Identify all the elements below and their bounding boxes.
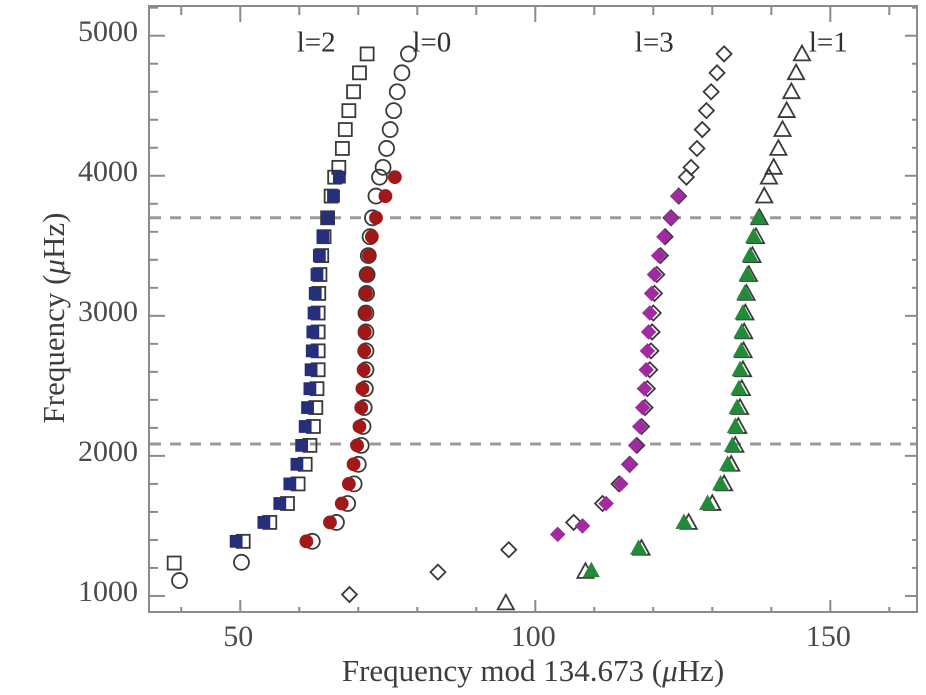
y-tick-label-2000: 2000 [78,434,138,468]
x-tick-label-50: 50 [223,620,254,653]
y-tick-label-1000: 1000 [78,574,138,608]
series-l-2-model [229,170,346,548]
plot-canvas [150,7,916,611]
reference-lines [150,216,916,446]
series-l-1-model [582,208,767,578]
plot-area [150,7,916,611]
series-l-3-model [549,188,686,543]
x-axis-tick-labels: 50 100 150 [0,620,926,664]
axis-ticks [150,7,916,611]
series-l-1-observed [496,43,812,611]
y-axis-tick-labels: 5000 4000 3000 2000 1000 [0,0,138,695]
y-axis-title: Frequency (μHz) [36,212,71,424]
series-l-0-model [299,170,402,549]
y-tick-label-4000: 4000 [78,154,138,188]
series-label-l0: l=0 [412,26,452,59]
plot-frame [148,5,918,613]
x-axis-title: Frequency mod 134.673 (μHz) [341,653,725,688]
y-tick-label-5000: 5000 [78,14,138,48]
y-tick-label-3000: 3000 [78,294,138,328]
series-label-l3: l=3 [634,26,674,59]
series-l-2-observed [166,46,375,571]
x-tick-label-100: 100 [510,620,556,653]
x-tick-label-150: 150 [805,620,851,653]
series-l-3-observed [340,45,733,604]
series-label-l1: l=1 [808,26,848,59]
series-label-l2: l=2 [296,26,336,59]
